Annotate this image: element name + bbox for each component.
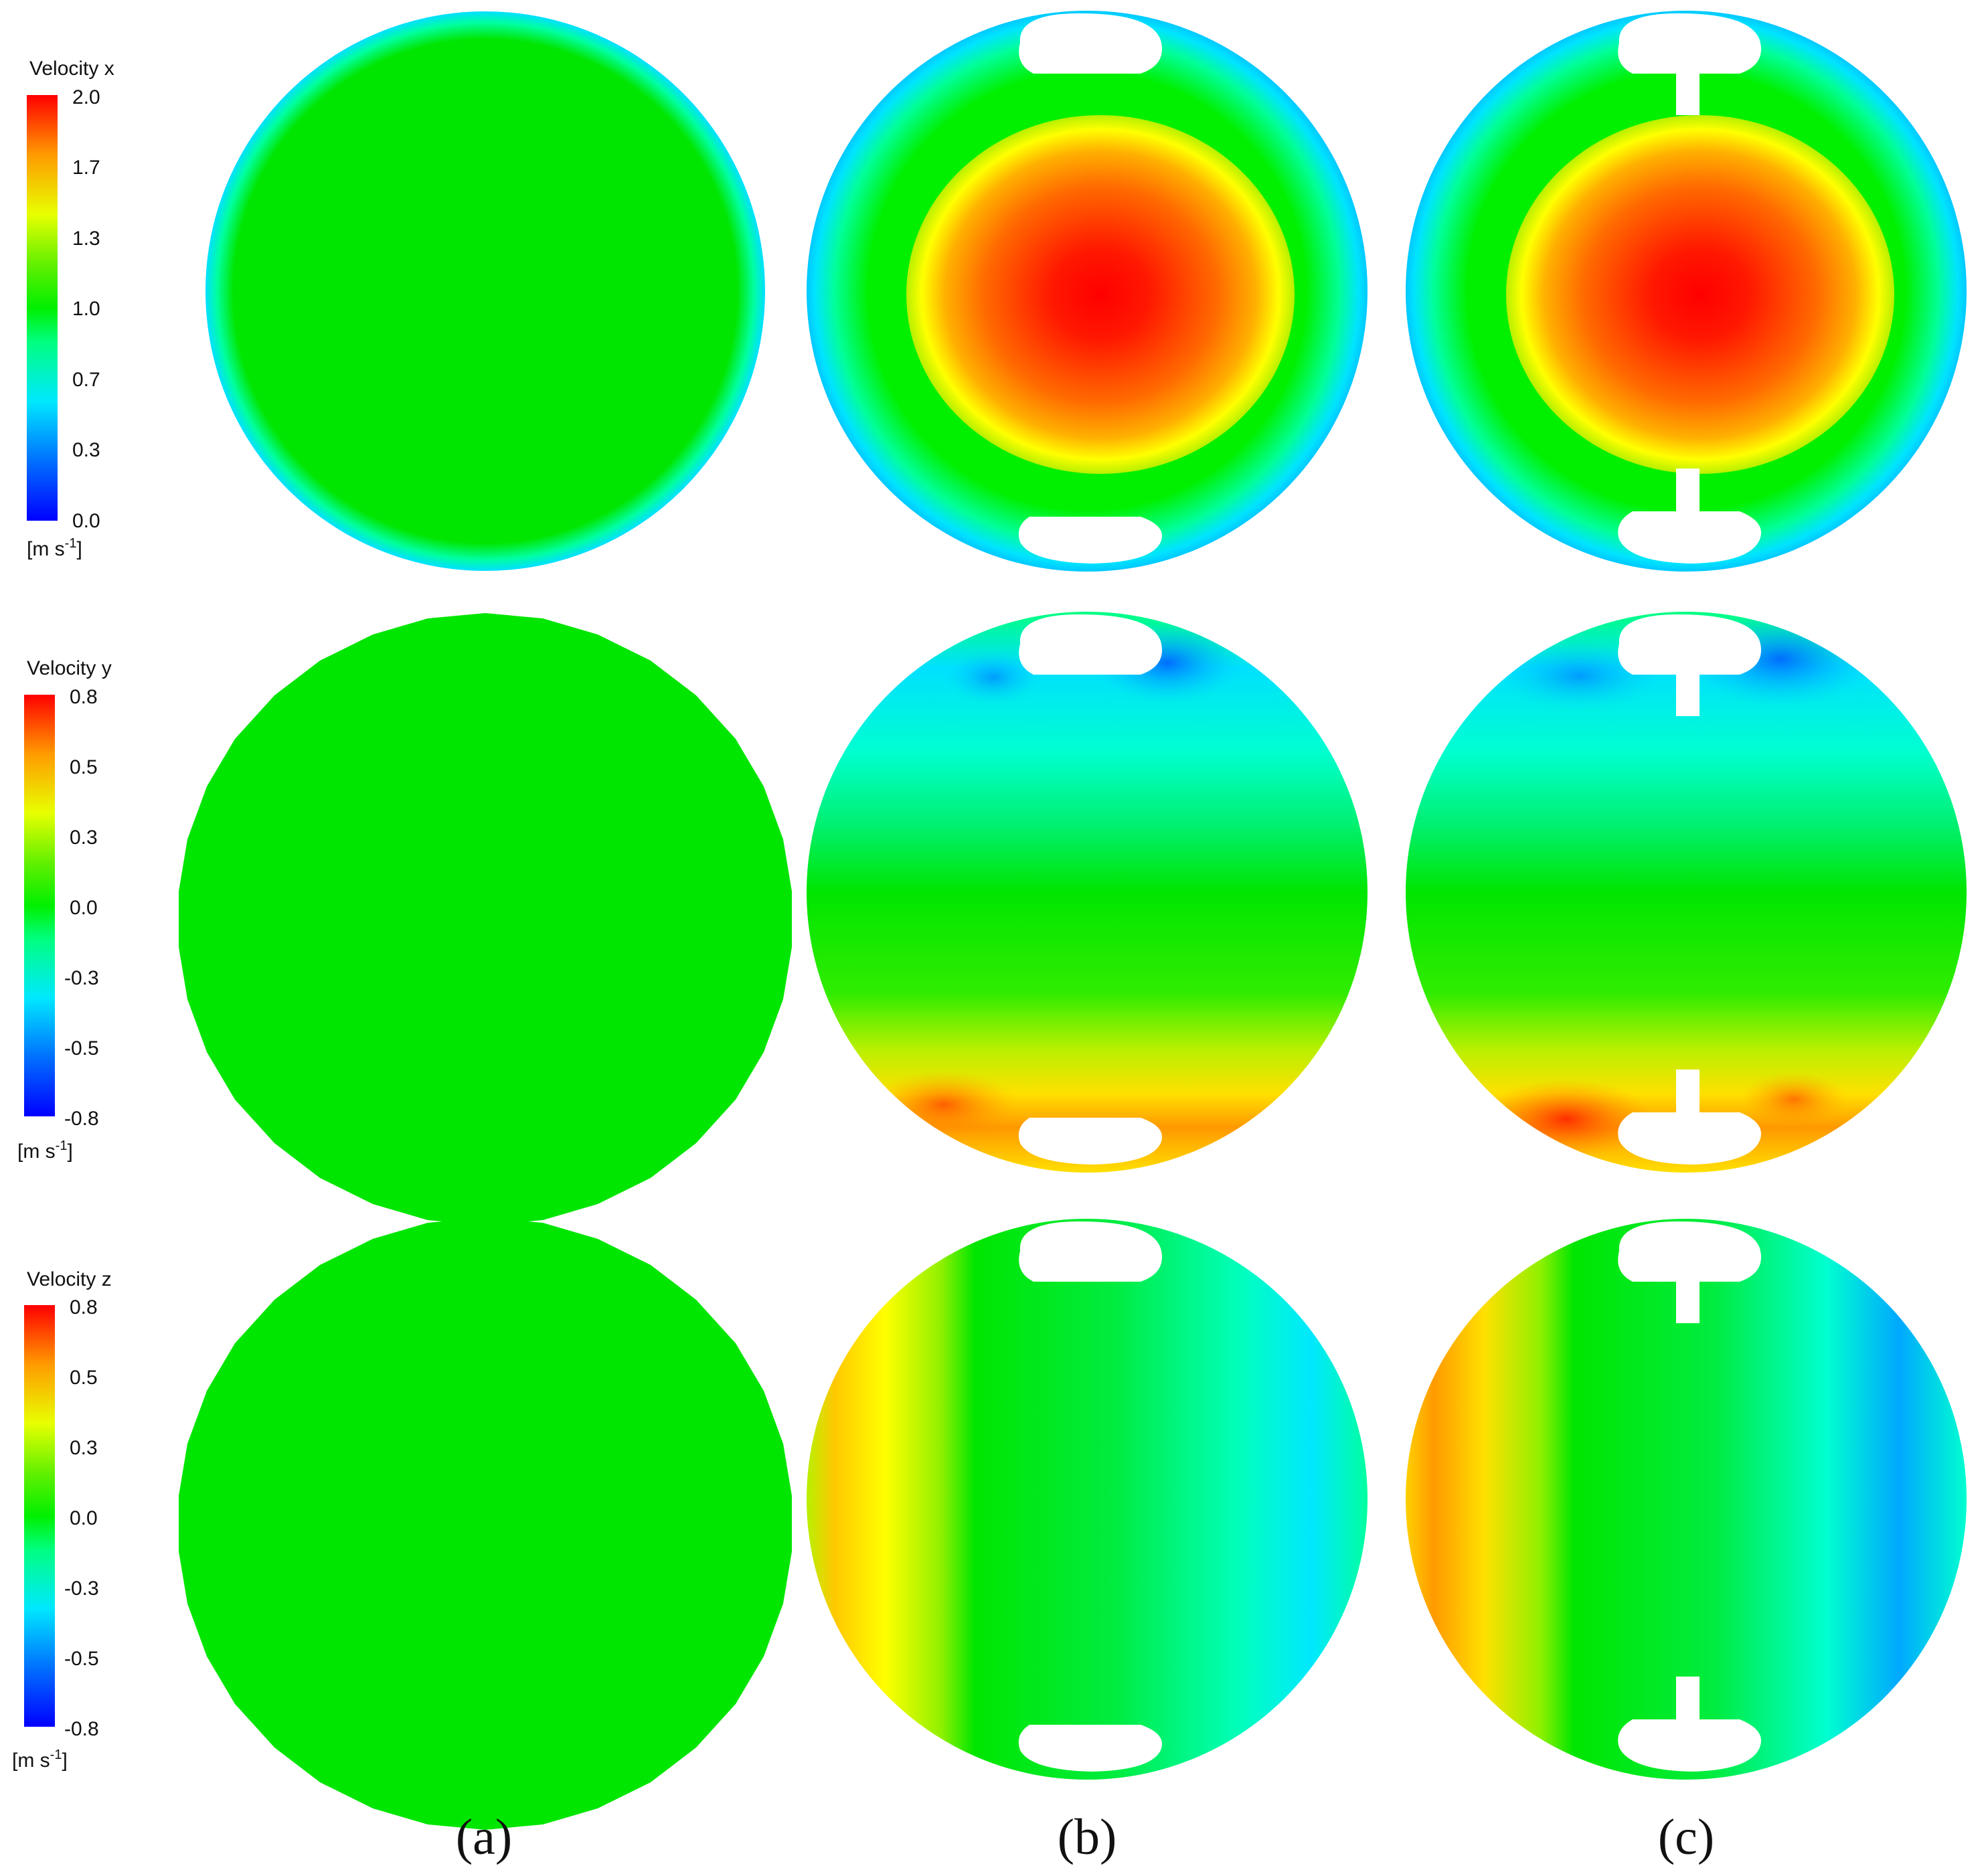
tick-label: 0.5 xyxy=(70,1367,98,1389)
tick-label: 0.7 xyxy=(72,369,100,391)
colorbar xyxy=(27,95,58,521)
baffle-cutout-top xyxy=(1618,1221,1761,1323)
tick-label: -0.5 xyxy=(64,1648,99,1670)
panel-label-b: (b) xyxy=(1058,1809,1117,1865)
legend-velocity-x: Velocity x 2.0 1.7 1.3 1.0 0.7 0.3 0.0 [… xyxy=(27,58,114,560)
tick-label: 1.3 xyxy=(72,228,100,250)
tick-label: 1.0 xyxy=(72,298,100,320)
baffle-cutout-bottom xyxy=(1018,517,1162,564)
baffle-cutout-top xyxy=(1019,13,1162,74)
tick-label: 0.0 xyxy=(72,510,100,532)
tick-label: -0.8 xyxy=(64,1108,99,1130)
tick-label: 0.3 xyxy=(72,439,100,461)
tick-label: -0.3 xyxy=(64,1577,99,1600)
baffle-cutout-top xyxy=(1019,614,1162,675)
legend-title: Velocity z xyxy=(27,1268,112,1290)
unit-label: [m s-1] xyxy=(27,536,82,560)
panel-label-c: (c) xyxy=(1658,1809,1714,1865)
tick-label: 2.0 xyxy=(72,86,100,108)
contour-a-velocity-y xyxy=(179,613,792,1225)
colorbar xyxy=(24,695,55,1116)
contour-b-velocity-y xyxy=(807,612,1368,1173)
tick-label: -0.5 xyxy=(64,1037,99,1059)
tick-label: 1.7 xyxy=(72,157,100,179)
contour-c-velocity-y xyxy=(1406,612,1967,1173)
baffle-cutout-top xyxy=(1618,13,1761,115)
legend-velocity-z: Velocity z 0.8 0.5 0.3 0.0 -0.3 -0.5 -0.… xyxy=(12,1268,112,1772)
baffle-cutout-bottom xyxy=(1018,1118,1162,1165)
tick-label: 0.8 xyxy=(70,686,98,708)
tick-label: 0.0 xyxy=(70,897,98,919)
contour-c-velocity-x xyxy=(1406,11,1967,572)
baffle-cutout-bottom xyxy=(1018,1725,1162,1772)
legend-title: Velocity x xyxy=(29,58,114,80)
contour-a-velocity-x xyxy=(205,11,765,571)
tick-label: 0.8 xyxy=(70,1296,98,1318)
contour-b-velocity-x xyxy=(807,11,1368,572)
tick-label: 0.5 xyxy=(70,756,98,778)
baffle-cutout-bottom xyxy=(1618,1677,1761,1772)
contour-c-velocity-z xyxy=(1406,1219,1967,1780)
baffle-cutout-bottom xyxy=(1618,1070,1761,1165)
tick-label: 0.0 xyxy=(70,1507,98,1529)
legend-title: Velocity y xyxy=(27,657,112,679)
baffle-cutout-bottom xyxy=(1618,468,1761,564)
baffle-cutout-top xyxy=(1618,614,1761,716)
tick-label: -0.3 xyxy=(64,967,99,989)
unit-label: [m s-1] xyxy=(12,1747,68,1772)
tick-label: -0.8 xyxy=(64,1718,99,1740)
legend-velocity-y: Velocity y 0.8 0.5 0.3 0.0 -0.3 -0.5 -0.… xyxy=(17,657,112,1163)
panel-label-a: (a) xyxy=(456,1809,512,1865)
colorbar xyxy=(24,1305,55,1727)
unit-label: [m s-1] xyxy=(17,1138,73,1163)
contour-b-velocity-z xyxy=(807,1219,1368,1780)
tick-label: 0.3 xyxy=(70,1437,98,1459)
contour-a-velocity-z xyxy=(179,1217,792,1830)
baffle-cutout-top xyxy=(1019,1221,1162,1282)
tick-label: 0.3 xyxy=(70,827,98,849)
